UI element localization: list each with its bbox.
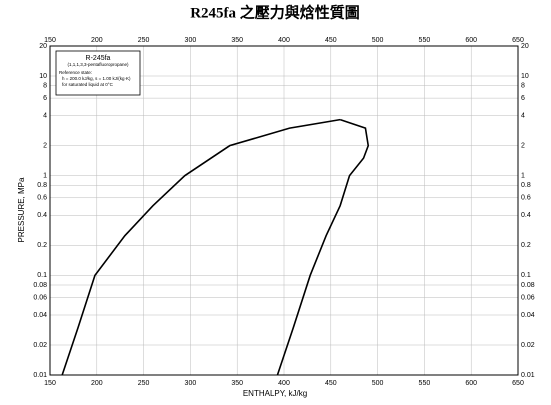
y-tick-label: 10 xyxy=(39,73,47,80)
y-tick-label: 20 xyxy=(39,43,47,50)
x-tick-label: 600 xyxy=(465,37,477,44)
x-tick-label: 200 xyxy=(91,380,103,387)
y-tick-label: 0.4 xyxy=(521,212,531,219)
y-tick-label: 6 xyxy=(521,95,525,102)
y-tick-label: 0.06 xyxy=(521,294,535,301)
y-tick-label: 8 xyxy=(521,83,525,90)
y-tick-label: 1 xyxy=(521,173,525,180)
saturation-line xyxy=(276,118,370,376)
y-tick-label: 0.06 xyxy=(33,294,47,301)
x-tick-label: 450 xyxy=(325,380,337,387)
x-tick-label: 150 xyxy=(44,37,56,44)
chart-title: R245fa 之壓力與焓性質圖 xyxy=(190,3,360,21)
x-tick-label: 650 xyxy=(512,37,524,44)
y-tick-label: 0.8 xyxy=(37,182,47,189)
x-tick-label: 350 xyxy=(231,380,243,387)
y-tick-label: 4 xyxy=(521,113,525,120)
saturation-line xyxy=(61,118,341,376)
x-tick-label: 350 xyxy=(231,37,243,44)
x-tick-label: 500 xyxy=(372,37,384,44)
x-tick-label: 500 xyxy=(372,380,384,387)
x-tick-label: 550 xyxy=(419,380,431,387)
y-tick-label: 0.08 xyxy=(521,282,535,289)
legend-line: for saturated liquid at 0°C xyxy=(62,82,114,87)
y-tick-label: 0.01 xyxy=(521,372,535,379)
y-tick-label: 0.1 xyxy=(37,272,47,279)
y-tick-label: 0.2 xyxy=(37,242,47,249)
y-tick-label: 4 xyxy=(43,113,47,120)
y-tick-label: 20 xyxy=(521,43,529,50)
y-tick-label: 0.2 xyxy=(521,242,531,249)
y-tick-label: 0.02 xyxy=(33,342,47,349)
x-axis-label: ENTHALPY, kJ/kg xyxy=(243,389,307,398)
y-tick-label: 0.8 xyxy=(521,182,531,189)
legend-line: h = 200.0 kJ/kg, s = 1.00 kJ/(kg·K) xyxy=(62,76,131,81)
x-tick-label: 400 xyxy=(278,37,290,44)
y-tick-label: 0.04 xyxy=(33,312,47,319)
y-tick-label: 0.04 xyxy=(521,312,535,319)
y-tick-label: 0.1 xyxy=(521,272,531,279)
y-tick-label: 0.01 xyxy=(33,372,47,379)
x-tick-label: 150 xyxy=(44,380,56,387)
legend-box xyxy=(55,50,141,96)
x-tick-label: 250 xyxy=(138,380,150,387)
y-tick-label: 0.6 xyxy=(521,195,531,202)
y-tick-label: 10 xyxy=(521,73,529,80)
x-tick-label: 400 xyxy=(278,380,290,387)
x-tick-label: 650 xyxy=(512,380,524,387)
plot-frame xyxy=(49,45,519,376)
y-tick-label: 0.02 xyxy=(521,342,535,349)
y-tick-label: 0.6 xyxy=(37,195,47,202)
x-tick-label: 450 xyxy=(325,37,337,44)
x-tick-label: 300 xyxy=(185,37,197,44)
y-tick-label: 6 xyxy=(43,95,47,102)
x-tick-label: 600 xyxy=(465,380,477,387)
y-tick-label: 0.08 xyxy=(33,282,47,289)
y-tick-label: 0.4 xyxy=(37,212,47,219)
y-tick-label: 1 xyxy=(43,173,47,180)
legend-formula: (1,1,1,3,3-pentafluoropropane) xyxy=(67,62,129,67)
x-tick-label: 550 xyxy=(419,37,431,44)
x-tick-label: 250 xyxy=(138,37,150,44)
x-tick-label: 200 xyxy=(91,37,103,44)
legend-title: R-245fa xyxy=(86,55,111,62)
x-tick-label: 300 xyxy=(185,380,197,387)
y-tick-label: 8 xyxy=(43,83,47,90)
y-tick-label: 2 xyxy=(521,143,525,150)
legend-line: Reference state: xyxy=(59,70,92,75)
y-tick-label: 2 xyxy=(43,143,47,150)
y-axis-label: PRESSURE, MPa xyxy=(17,177,26,242)
